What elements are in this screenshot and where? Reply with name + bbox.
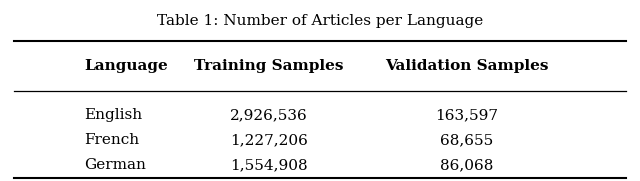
Text: Table 1: Number of Articles per Language: Table 1: Number of Articles per Language (157, 14, 483, 28)
Text: Validation Samples: Validation Samples (385, 58, 548, 73)
Text: Language: Language (84, 58, 168, 73)
Text: 163,597: 163,597 (435, 108, 498, 123)
Text: French: French (84, 133, 140, 147)
Text: 1,554,908: 1,554,908 (230, 158, 308, 172)
Text: 68,655: 68,655 (440, 133, 493, 147)
Text: 86,068: 86,068 (440, 158, 493, 172)
Text: 1,227,206: 1,227,206 (230, 133, 308, 147)
Text: German: German (84, 158, 146, 172)
Text: Training Samples: Training Samples (195, 58, 344, 73)
Text: 2,926,536: 2,926,536 (230, 108, 308, 123)
Text: English: English (84, 108, 142, 123)
